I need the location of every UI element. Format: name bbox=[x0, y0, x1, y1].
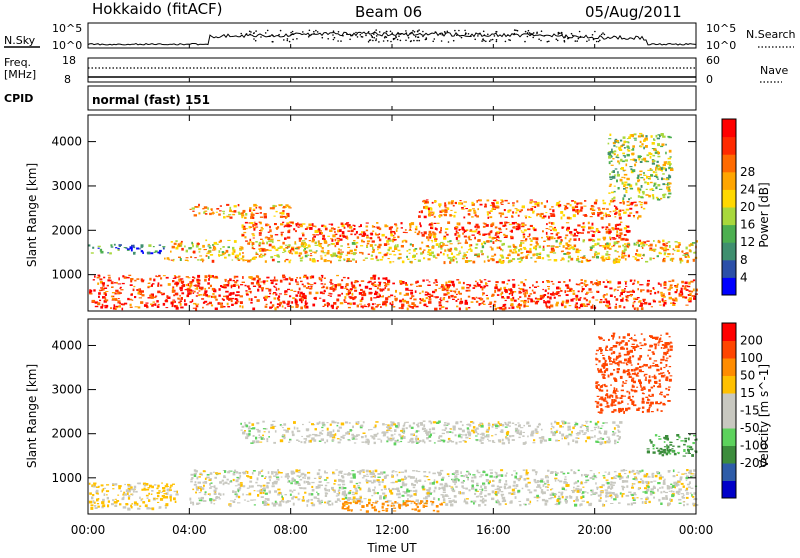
colorbar-tick-label: 100 bbox=[740, 351, 763, 365]
colorbar-segment bbox=[722, 428, 736, 446]
nsearch-tick-top: 10^5 bbox=[706, 22, 736, 35]
colorbar-segment bbox=[722, 376, 736, 394]
nsky-tick-top: 10^5 bbox=[52, 22, 82, 35]
freq-tick-top: 18 bbox=[62, 54, 76, 67]
power-colorbar: 4 8 12 16 20 24 28 bbox=[722, 119, 755, 296]
power-y-label: Slant Range [km] bbox=[25, 163, 39, 267]
colorbar-tick-label: 28 bbox=[740, 165, 755, 179]
nave-tick-top: 60 bbox=[706, 54, 720, 67]
colorbar-tick-label: 4 bbox=[740, 270, 748, 284]
velocity-region bbox=[240, 421, 622, 446]
colorbar-segment bbox=[722, 481, 736, 499]
x-tick-label: 16:00 bbox=[476, 523, 511, 537]
colorbar-segment bbox=[722, 154, 736, 172]
power-heatmap-data bbox=[88, 133, 698, 311]
freq-tick-bottom: 8 bbox=[64, 73, 71, 86]
colorbar-segment bbox=[722, 189, 736, 207]
colorbar-tick-label: 15 bbox=[740, 386, 755, 400]
colorbar-segment bbox=[722, 137, 736, 155]
x-tick-label: 20:00 bbox=[577, 523, 612, 537]
velocity-heatmap-data bbox=[89, 333, 698, 513]
power-colorbar-label: Power [dB] bbox=[757, 182, 771, 247]
y-tick-label: 3000 bbox=[51, 179, 82, 193]
x-tick-label: 12:00 bbox=[375, 523, 410, 537]
power-region bbox=[392, 279, 698, 310]
x-tick-label: 00:00 bbox=[71, 523, 106, 537]
power-region bbox=[88, 244, 165, 255]
colorbar-segment bbox=[722, 393, 736, 411]
power-region bbox=[608, 133, 674, 201]
colorbar-segment bbox=[722, 446, 736, 464]
colorbar-tick-label: 12 bbox=[740, 235, 755, 249]
y-tick-label: 2000 bbox=[51, 223, 82, 237]
x-tick-label: 08:00 bbox=[273, 523, 308, 537]
power-region bbox=[418, 199, 647, 219]
nsearch-tick-bottom: 10^0 bbox=[706, 39, 736, 52]
colorbar-tick-label: 16 bbox=[740, 218, 755, 232]
colorbar-tick-label: 8 bbox=[740, 253, 748, 267]
power-region bbox=[190, 204, 292, 219]
y-tick-label: 4000 bbox=[51, 338, 82, 352]
nsky-label: N.Sky bbox=[4, 34, 36, 47]
nsky-tick-bottom: 10^0 bbox=[52, 39, 82, 52]
y-tick-label: 1000 bbox=[51, 268, 82, 282]
power-region bbox=[164, 239, 698, 264]
colorbar-tick-label: 24 bbox=[740, 182, 755, 196]
velocity-region bbox=[89, 483, 179, 511]
nave-tick-bottom: 0 bbox=[706, 73, 713, 86]
x-axis-label: Time UT bbox=[366, 541, 417, 554]
beam-title: Beam 06 bbox=[355, 3, 422, 21]
velocity-y-label: Slant Range [km] bbox=[25, 364, 39, 468]
colorbar-tick-label: 200 bbox=[740, 334, 763, 348]
x-tick-label: 00:00 bbox=[679, 523, 714, 537]
power-region bbox=[89, 275, 394, 311]
velocity-colorbar-label: Velocity [m s^-1] bbox=[757, 364, 771, 468]
velocity-region bbox=[647, 434, 698, 457]
cpid-label: CPID bbox=[4, 92, 33, 105]
colorbar-segment bbox=[722, 277, 736, 295]
y-tick-label: 3000 bbox=[51, 383, 82, 397]
colorbar-segment bbox=[722, 323, 736, 341]
colorbar-segment bbox=[722, 260, 736, 278]
x-tick-label: 04:00 bbox=[172, 523, 207, 537]
power-region bbox=[241, 221, 630, 241]
freq-label-2: [MHz] bbox=[4, 68, 36, 81]
colorbar-segment bbox=[722, 242, 736, 260]
date-title: 05/Aug/2011 bbox=[585, 3, 682, 21]
colorbar-segment bbox=[722, 411, 736, 429]
colorbar-segment bbox=[722, 119, 736, 137]
velocity-region bbox=[189, 469, 698, 507]
nave-label: Nave bbox=[760, 64, 788, 77]
colorbar-segment bbox=[722, 358, 736, 376]
colorbar-segment bbox=[722, 207, 736, 225]
y-tick-label: 1000 bbox=[51, 471, 82, 485]
cpid-value: normal (fast) 151 bbox=[92, 93, 210, 107]
colorbar-tick-label: 50 bbox=[740, 369, 755, 383]
y-tick-label: 2000 bbox=[51, 427, 82, 441]
velocity-region bbox=[595, 333, 673, 414]
colorbar-segment bbox=[722, 463, 736, 481]
colorbar-segment bbox=[722, 225, 736, 243]
station-title: Hokkaido (fitACF) bbox=[92, 0, 223, 18]
colorbar-segment bbox=[722, 341, 736, 359]
colorbar-tick-label: 20 bbox=[740, 200, 755, 214]
nsearch-label: N.Search bbox=[746, 28, 796, 41]
y-tick-label: 4000 bbox=[51, 135, 82, 149]
colorbar-segment bbox=[722, 172, 736, 190]
